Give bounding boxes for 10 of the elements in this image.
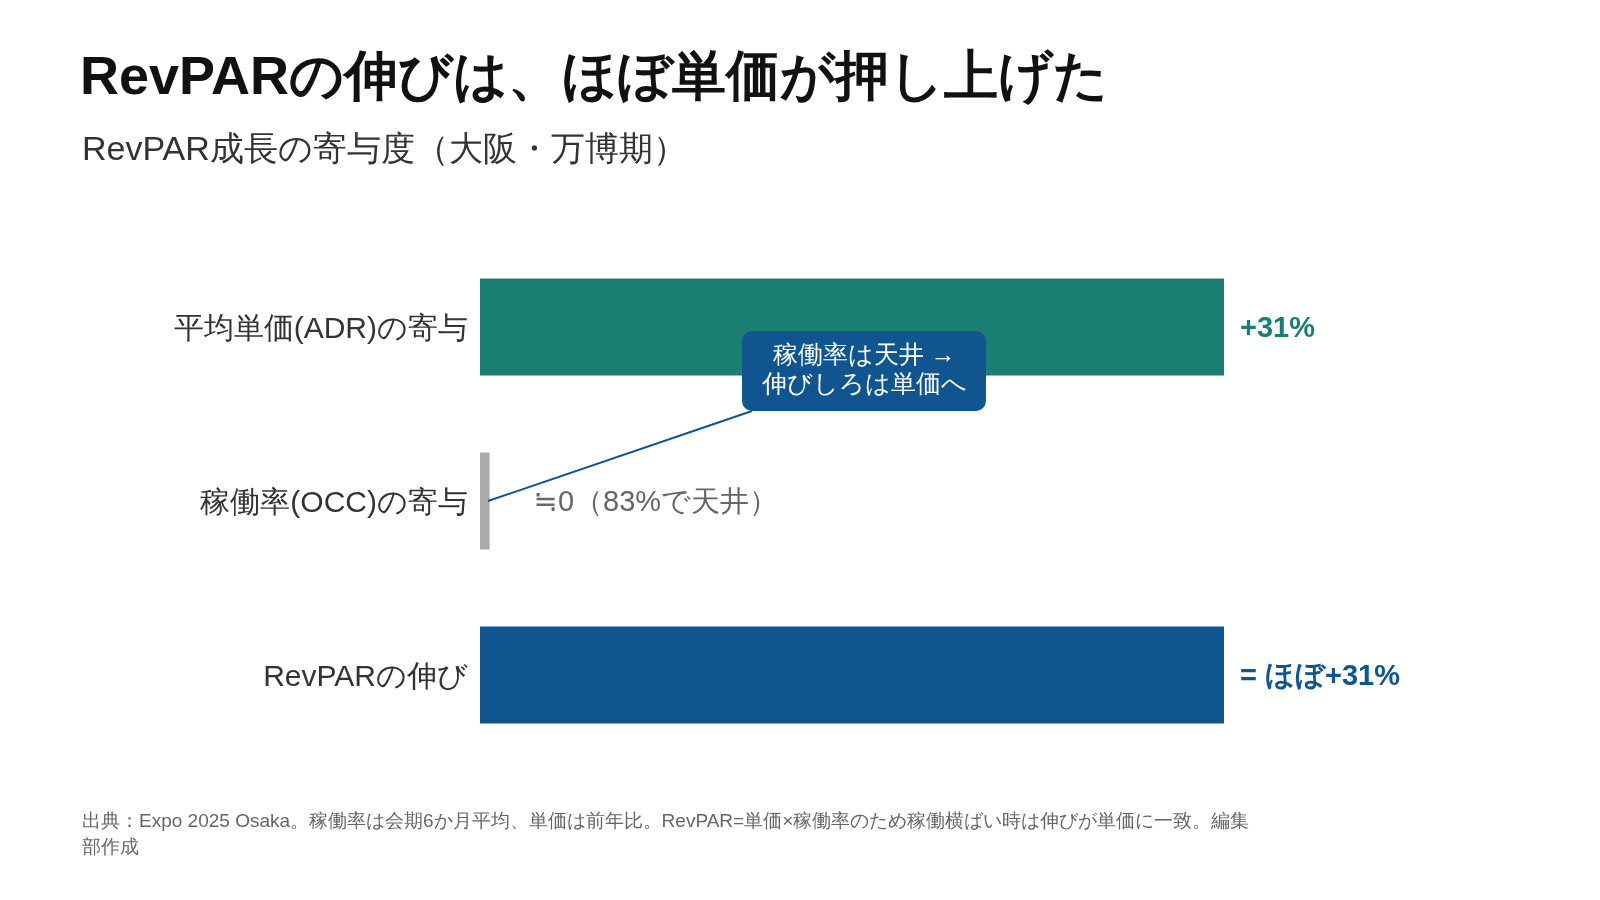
data-label: ≒0（83%で天井）	[533, 485, 779, 517]
y-tick-label: 平均単価(ADR)の寄与	[173, 311, 468, 344]
data-label: +31%	[1240, 311, 1316, 343]
chart-title: RevPARの伸びは、ほぼ単価が押し上げた	[80, 44, 1109, 107]
data-label: = ほぼ+31%	[1240, 659, 1401, 691]
y-tick-label: RevPARの伸び	[263, 659, 468, 692]
annotation: 稼働率は天井 → 伸びしろは単価へ	[760, 340, 967, 397]
y-tick-label: 稼働率(OCC)の寄与	[200, 485, 468, 518]
chart-subtitle: RevPAR成長の寄与度（大阪・万博期）	[82, 128, 687, 169]
source-note: 出典：Expo 2025 Osaka。稼働率は会期6か月平均、単価は前年比。RevPAR=単価×稼働率のため稼働横ばい時は伸びが単価に一致。編集部作成	[82, 809, 1251, 859]
